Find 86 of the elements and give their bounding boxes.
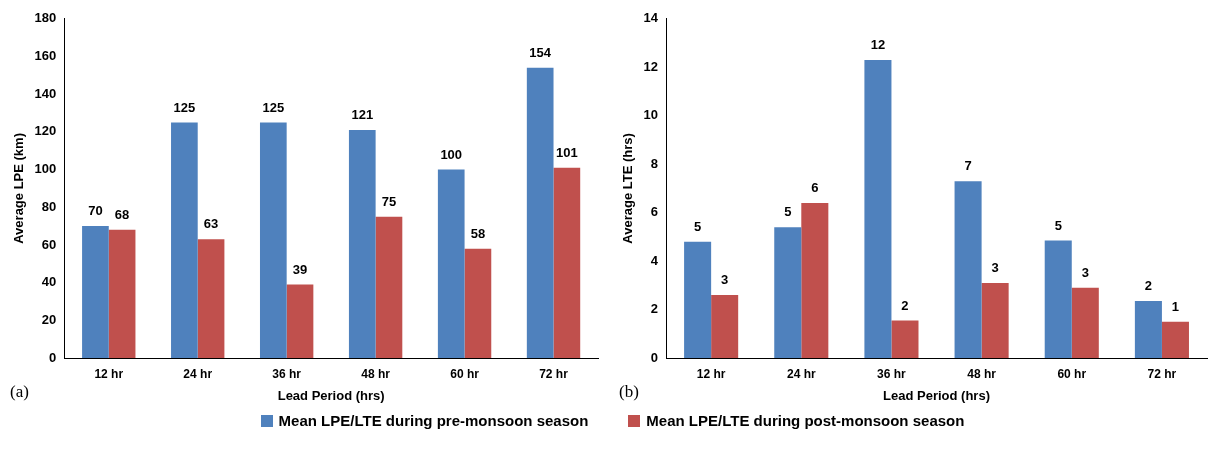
data-label: 5 — [1054, 217, 1062, 233]
bar — [464, 248, 492, 358]
y-tick-label: 60 — [41, 236, 57, 252]
data-label: 2 — [901, 297, 909, 313]
bar — [197, 239, 225, 358]
y-tick-label: 12 — [643, 58, 659, 74]
bar — [171, 122, 198, 358]
y-tick-label: 140 — [34, 85, 57, 101]
bar — [553, 167, 581, 358]
bar — [1044, 240, 1072, 358]
y-tick-label: 160 — [34, 48, 57, 64]
bar — [711, 295, 739, 358]
legend-label: Mean LPE/LTE during post-monsoon season — [646, 412, 965, 429]
data-label: 70 — [88, 203, 103, 219]
data-label: 68 — [114, 206, 130, 222]
bar — [1134, 301, 1162, 358]
y-tick-label: 0 — [650, 349, 659, 365]
x-tick-label: 24 hr — [786, 366, 816, 381]
data-label: 3 — [1081, 264, 1089, 280]
x-tick-label: 72 hr — [1147, 366, 1177, 381]
x-tick-label: 60 hr — [1057, 366, 1087, 381]
x-tick-label: 24 hr — [183, 366, 213, 381]
bar — [1161, 321, 1189, 358]
data-label: 7 — [964, 158, 972, 174]
bar — [348, 129, 376, 358]
data-label: 125 — [262, 99, 285, 115]
bar — [801, 202, 829, 358]
y-tick-label: 180 — [34, 10, 57, 26]
bar — [108, 229, 136, 358]
bar — [526, 67, 554, 358]
x-tick-label: 12 hr — [696, 366, 726, 381]
data-label: 63 — [203, 216, 219, 232]
y-tick-label: 4 — [650, 252, 659, 268]
y-tick-label: 14 — [643, 10, 659, 26]
x-axis-title: Lead Period (hrs) — [277, 387, 385, 403]
y-tick-label: 2 — [650, 301, 659, 317]
bar — [954, 181, 982, 358]
x-tick-label: 12 hr — [94, 366, 124, 381]
data-label: 154 — [529, 44, 552, 60]
data-label: 3 — [991, 259, 999, 275]
data-label: 5 — [694, 218, 702, 234]
bar — [1071, 287, 1099, 358]
bar — [774, 227, 802, 358]
y-tick-label: 20 — [41, 311, 57, 327]
bar — [82, 226, 109, 358]
bar — [437, 169, 465, 358]
data-label: 5 — [784, 204, 792, 220]
y-tick-label: 40 — [41, 274, 57, 290]
x-tick-label: 48 hr — [967, 366, 997, 381]
data-label: 6 — [811, 180, 819, 196]
data-label: 100 — [440, 146, 463, 162]
bar — [259, 122, 287, 358]
y-tick-label: 80 — [41, 198, 57, 214]
data-label: 2 — [1144, 278, 1153, 294]
bar — [286, 284, 314, 358]
x-tick-label: 48 hr — [361, 366, 391, 381]
data-label: 1 — [1171, 298, 1180, 314]
data-label: 125 — [173, 99, 196, 115]
data-label: 12 — [870, 37, 886, 53]
x-tick-label: 60 hr — [450, 366, 480, 381]
legend-label: Mean LPE/LTE during pre-monsoon season — [278, 412, 589, 429]
y-axis-title: Average LPE (km) — [11, 133, 27, 244]
bar — [864, 59, 892, 358]
data-label: 121 — [351, 107, 374, 123]
text: (a) — [10, 382, 29, 401]
data-label: 39 — [292, 261, 308, 277]
y-tick-label: 100 — [34, 161, 57, 177]
x-tick-label: 72 hr — [539, 366, 569, 381]
data-label: 75 — [381, 193, 397, 209]
x-tick-label: 36 hr — [272, 366, 302, 381]
y-tick-label: 120 — [34, 123, 57, 139]
y-tick-label: 8 — [650, 155, 659, 171]
bar — [684, 241, 712, 358]
y-axis-title: Average LTE (hrs) — [620, 133, 636, 244]
data-label: 58 — [470, 225, 486, 241]
data-label: 101 — [556, 144, 578, 160]
bar — [981, 282, 1009, 358]
y-tick-label: 0 — [49, 349, 57, 365]
data-label: 3 — [721, 272, 729, 288]
x-axis-title: Lead Period (hrs) — [883, 387, 990, 403]
text: (b) — [619, 382, 639, 401]
bar — [891, 320, 919, 358]
y-tick-label: 6 — [650, 204, 659, 220]
y-tick-label: 10 — [643, 107, 659, 123]
x-tick-label: 36 hr — [877, 366, 907, 381]
bar — [375, 216, 403, 358]
